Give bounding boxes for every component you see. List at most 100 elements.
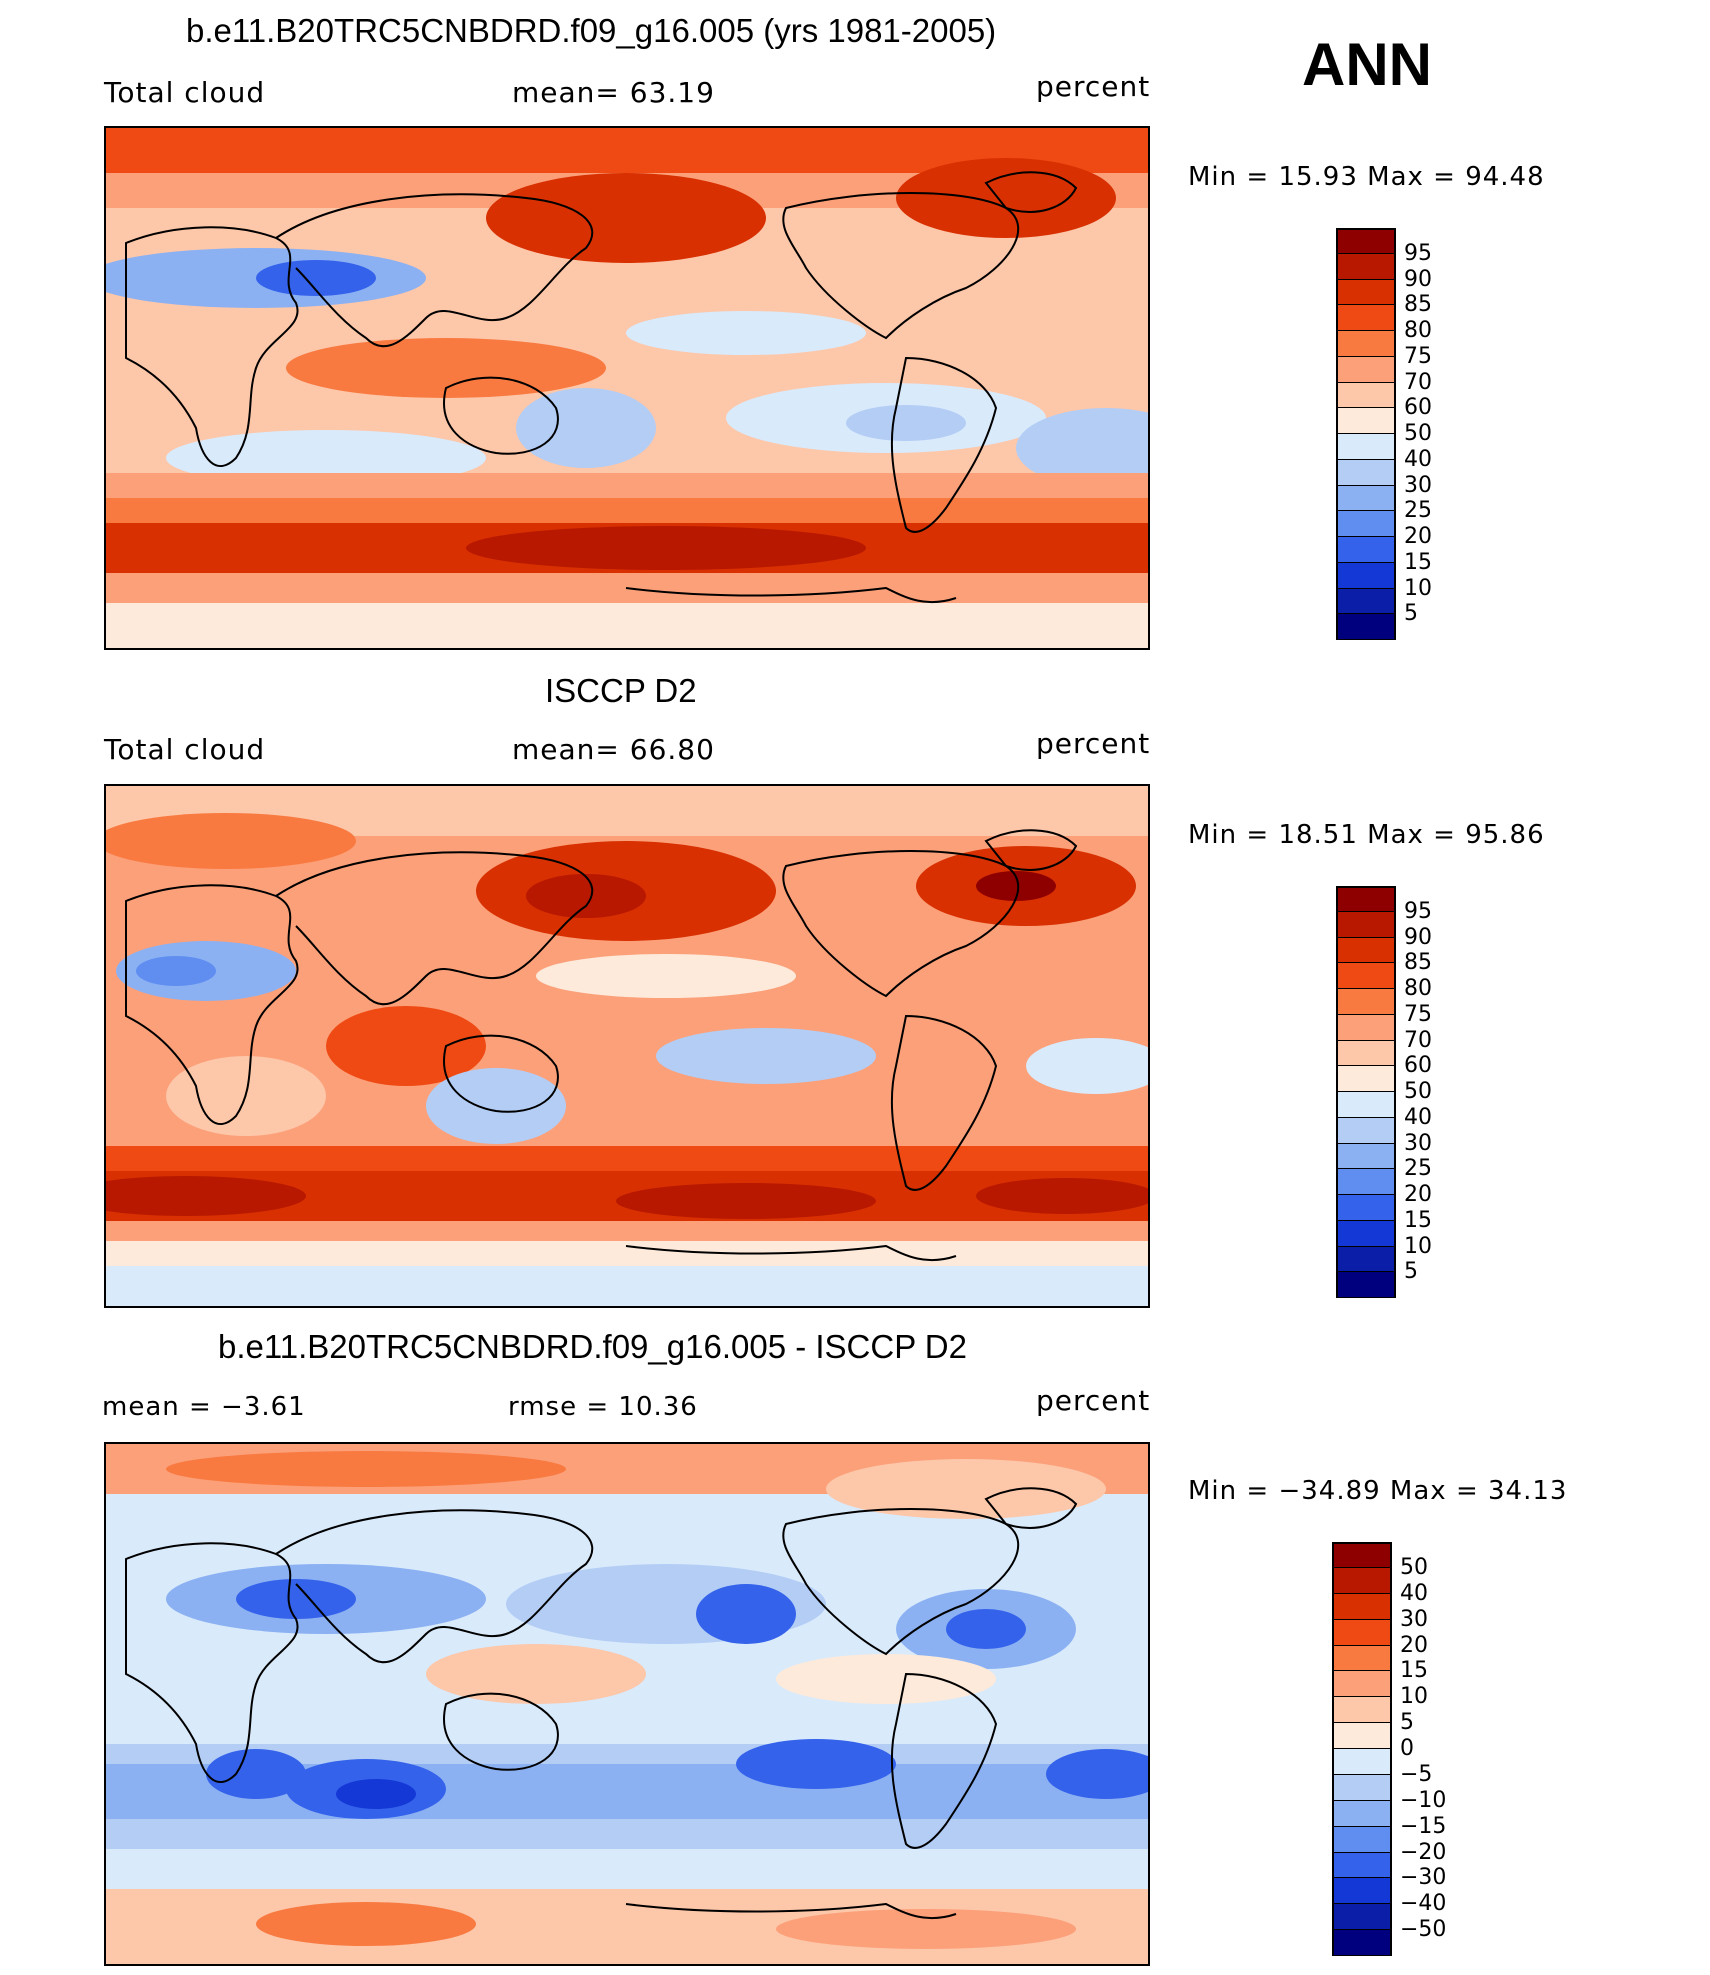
panel-3-title: b.e11.B20TRC5CNBDRD.f09_g16.005 - ISCCP … [218,1328,967,1365]
colorbar-tick-label: 60 [1404,395,1432,421]
colorbar-tick-label: −5 [1400,1761,1433,1787]
colorbar-swatch [1332,1593,1392,1620]
colorbar-tick-label: 40 [1404,1104,1432,1130]
colorbar-tick-label: 10 [1404,575,1432,601]
colorbar-tick-label: 10 [1400,1684,1428,1710]
colorbar-tick-label: −40 [1400,1891,1447,1917]
colorbar-swatch [1336,305,1396,331]
colorbar-tick-label: 60 [1404,1053,1432,1079]
colorbar-tick-label: 85 [1404,292,1432,318]
colorbar-swatch [1336,1117,1396,1144]
colorbar-swatch [1336,588,1396,615]
panel-3-colorbar: 50 40 30 20 15 10 5 0 −5 −10 −15 −20 −30 −40 −50 [1332,1542,1492,1956]
colorbar-swatch [1336,1272,1396,1298]
colorbar-tick-label: 50 [1404,421,1432,446]
colorbar-swatch [1336,937,1396,964]
colorbar-tick-label: 80 [1404,976,1432,1001]
colorbar-swatch [1336,911,1396,938]
panel-1-units-label: percent [1036,70,1151,103]
colorbar-tick-label: 5 [1400,1710,1414,1736]
colorbar-tick-label: 95 [1404,898,1432,924]
colorbar-tick-label: 30 [1404,472,1432,498]
panel-2-units-label: percent [1036,727,1151,760]
panel-1-variable-label: Total cloud [104,76,266,109]
colorbar-swatch [1332,1878,1392,1905]
colorbar-swatch [1336,382,1396,409]
colorbar-swatch [1336,886,1396,912]
colorbar-swatch [1336,408,1396,434]
colorbar-swatch [1332,1800,1392,1827]
colorbar-swatch [1336,614,1396,640]
colorbar-tick-label: 20 [1404,524,1432,549]
colorbar-swatch [1332,1697,1392,1724]
colorbar-tick-label: 20 [1404,1182,1432,1207]
colorbar-swatch [1336,228,1396,254]
colorbar-tick-label: 75 [1404,343,1432,369]
panel-3-units-label: percent [1036,1384,1151,1417]
colorbar-swatch [1336,331,1396,357]
colorbar-swatch [1336,1169,1396,1195]
colorbar-swatch [1332,1930,1392,1956]
colorbar-swatch [1332,1542,1392,1568]
colorbar-tick-label: 15 [1400,1658,1428,1684]
colorbar-tick-label: 75 [1404,1001,1432,1027]
colorbar-tick-label: 70 [1404,1027,1432,1053]
colorbar-tick-label: 90 [1404,266,1432,292]
colorbar-tick-label: 0 [1400,1736,1414,1761]
colorbar-tick-label: 85 [1404,950,1432,976]
panel-3-rmse-label: rmse = 10.36 [508,1392,698,1422]
colorbar-swatch [1336,1220,1396,1247]
colorbar-tick-label: 15 [1404,549,1432,575]
colorbar-swatch [1336,1066,1396,1092]
colorbar-tick-label: 90 [1404,924,1432,950]
colorbar-swatch [1332,1826,1392,1853]
colorbar-tick-label: 30 [1404,1130,1432,1156]
panel-1-mean-label: mean= 63.19 [512,76,715,109]
panel-3-mean-label: mean = −3.61 [102,1392,306,1422]
colorbar-swatch [1332,1619,1392,1646]
colorbar-swatch [1336,253,1396,280]
colorbar-swatch [1336,459,1396,486]
panel-2-variable-label: Total cloud [104,733,266,766]
panel-1-title: b.e11.B20TRC5CNBDRD.f09_g16.005 (yrs 198… [186,12,997,49]
colorbar-swatch [1336,1040,1396,1067]
colorbar-tick-label: 5 [1404,601,1418,627]
colorbar-tick-label: 25 [1404,1156,1432,1182]
colorbar-swatch [1336,485,1396,512]
colorbar-tick-label: 30 [1400,1606,1428,1632]
colorbar-tick-label: 15 [1404,1207,1432,1233]
colorbar-tick-label: 50 [1404,1079,1432,1104]
colorbar-swatch [1336,279,1396,306]
colorbar-swatch [1332,1671,1392,1698]
colorbar-swatch [1332,1567,1392,1594]
colorbar-swatch [1336,989,1396,1015]
colorbar-tick-label: 25 [1404,498,1432,524]
colorbar-tick-label: 40 [1400,1580,1428,1606]
colorbar-swatch [1332,1852,1392,1879]
panel-3-map [104,1442,1150,1966]
colorbar-tick-label: −15 [1400,1813,1447,1839]
colorbar-swatch [1332,1723,1392,1749]
panel-2-map [104,784,1150,1308]
colorbar-tick-label: 50 [1400,1554,1428,1580]
panel-2-mean-label: mean= 66.80 [512,733,715,766]
panel-1-map [104,126,1150,650]
panel-3-minmax: Min = −34.89 Max = 34.13 [1188,1476,1568,1506]
colorbar-swatch [1332,1645,1392,1672]
colorbar-swatch [1336,511,1396,537]
colorbar-tick-label: −10 [1400,1787,1447,1813]
colorbar-tick-label: 80 [1404,318,1432,343]
colorbar-swatch [1336,434,1396,460]
colorbar-tick-label: 70 [1404,369,1432,395]
colorbar-swatch [1336,356,1396,383]
colorbar-tick-label: 5 [1404,1259,1418,1285]
panel-2-title: ISCCP D2 [545,672,697,709]
season-label: ANN [1302,31,1432,98]
colorbar-swatch [1336,1195,1396,1221]
panel-1-minmax: Min = 15.93 Max = 94.48 [1188,162,1545,192]
colorbar-swatch [1336,562,1396,589]
colorbar-tick-label: 20 [1400,1632,1428,1658]
colorbar-swatch [1336,1143,1396,1170]
colorbar-tick-label: 95 [1404,240,1432,266]
colorbar-tick-label: 40 [1404,446,1432,472]
